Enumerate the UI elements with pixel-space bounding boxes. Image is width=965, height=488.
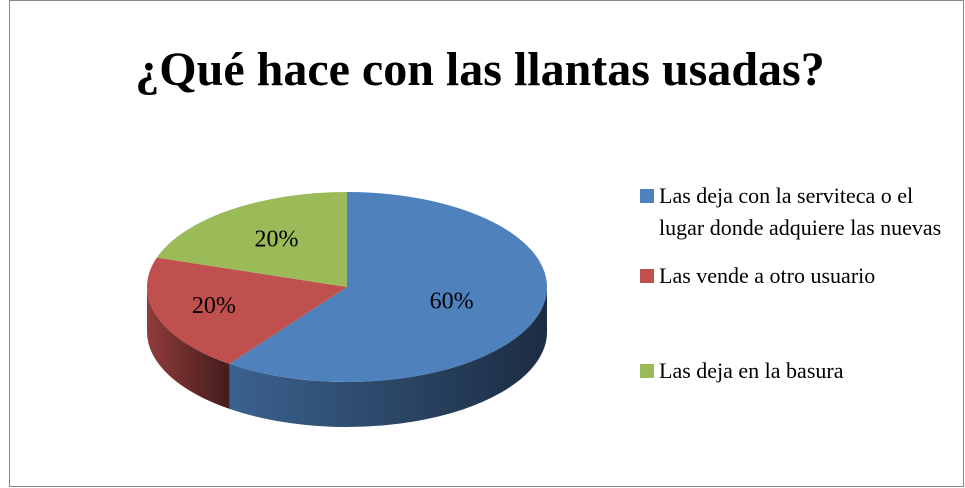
pie-slice <box>229 192 547 383</box>
legend-label: Las deja con la serviteca o el lugar don… <box>659 183 942 240</box>
legend-swatch <box>640 269 654 283</box>
data-label: 60% <box>430 289 474 315</box>
data-label: 20% <box>192 293 236 319</box>
pie-side <box>147 287 230 409</box>
pie-slice <box>156 192 347 287</box>
legend-swatch <box>640 189 654 203</box>
legend-item: Las deja con la serviteca o el lugar don… <box>640 180 960 244</box>
legend-swatch <box>640 364 654 378</box>
legend-item: Las vende a otro usuario <box>640 260 960 292</box>
legend-item: Las deja en la basura <box>640 355 960 387</box>
pie-side <box>229 287 548 428</box>
chart-title: ¿Qué hace con las llantas usadas? <box>135 43 824 96</box>
data-label: 20% <box>254 226 298 252</box>
legend-label: Las deja en la basura <box>659 358 844 383</box>
pie-slice <box>146 257 347 364</box>
legend-label: Las vende a otro usuario <box>659 263 876 288</box>
